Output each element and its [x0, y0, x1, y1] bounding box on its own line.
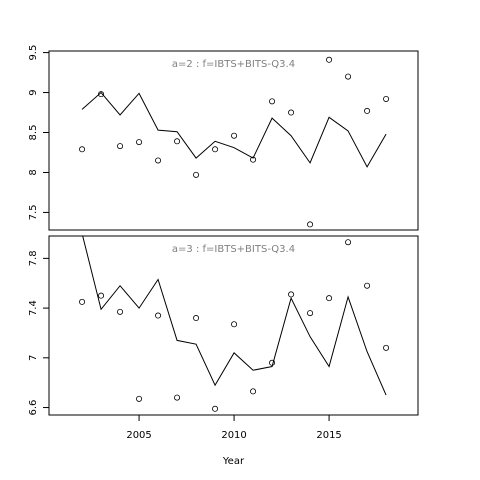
- plot-frame: [48, 50, 419, 231]
- data-point: [117, 143, 124, 150]
- data-point: [136, 395, 143, 402]
- y-tick-label: 7.4: [28, 300, 39, 316]
- data-point: [250, 156, 257, 163]
- y-tick-label: 6.6: [28, 400, 39, 416]
- data-point: [155, 312, 162, 319]
- data-point: [212, 146, 219, 153]
- data-point: [364, 282, 371, 289]
- data-point: [250, 388, 257, 395]
- data-point: [383, 95, 390, 102]
- y-tick-label: 8.5: [28, 125, 39, 141]
- data-point: [383, 344, 390, 351]
- data-point: [231, 132, 238, 139]
- x-tick-label: 2010: [221, 430, 246, 441]
- data-point: [269, 98, 276, 105]
- x-axis-label: Year: [222, 456, 245, 467]
- data-point: [326, 56, 333, 63]
- data-point: [79, 146, 86, 153]
- y-tick-label: 7.5: [28, 204, 39, 220]
- y-tick-label: 7: [28, 355, 39, 361]
- data-line: [81, 91, 387, 168]
- data-point: [174, 138, 181, 145]
- data-line: [82, 236, 387, 396]
- data-point: [136, 139, 143, 146]
- data-point: [307, 310, 314, 317]
- data-point: [269, 359, 276, 366]
- x-tick-label: 2015: [316, 430, 341, 441]
- y-tick-label: 9.5: [28, 45, 39, 61]
- data-point: [98, 292, 105, 299]
- data-point: [307, 221, 314, 228]
- data-point: [117, 308, 124, 315]
- y-tick-label: 7.8: [28, 250, 39, 266]
- y-tick-label: 9: [28, 89, 39, 95]
- data-point: [364, 107, 371, 114]
- plot-frame: [48, 235, 419, 416]
- panel-title: a=3 : f=IBTS+BITS-Q3.4: [172, 244, 295, 255]
- data-point: [345, 239, 352, 246]
- data-point: [79, 298, 86, 305]
- data-point: [345, 73, 352, 80]
- data-point: [231, 321, 238, 328]
- data-point: [193, 315, 200, 322]
- y-tick-label: 8: [28, 169, 39, 175]
- data-point: [193, 171, 200, 178]
- data-point: [174, 394, 181, 401]
- panel-title: a=2 : f=IBTS+BITS-Q3.4: [172, 59, 295, 70]
- data-point: [288, 291, 295, 298]
- data-point: [326, 295, 333, 302]
- data-point: [98, 91, 105, 98]
- data-point: [155, 157, 162, 164]
- x-tick-label: 2005: [126, 430, 151, 441]
- data-point: [288, 109, 295, 116]
- data-point: [212, 405, 219, 412]
